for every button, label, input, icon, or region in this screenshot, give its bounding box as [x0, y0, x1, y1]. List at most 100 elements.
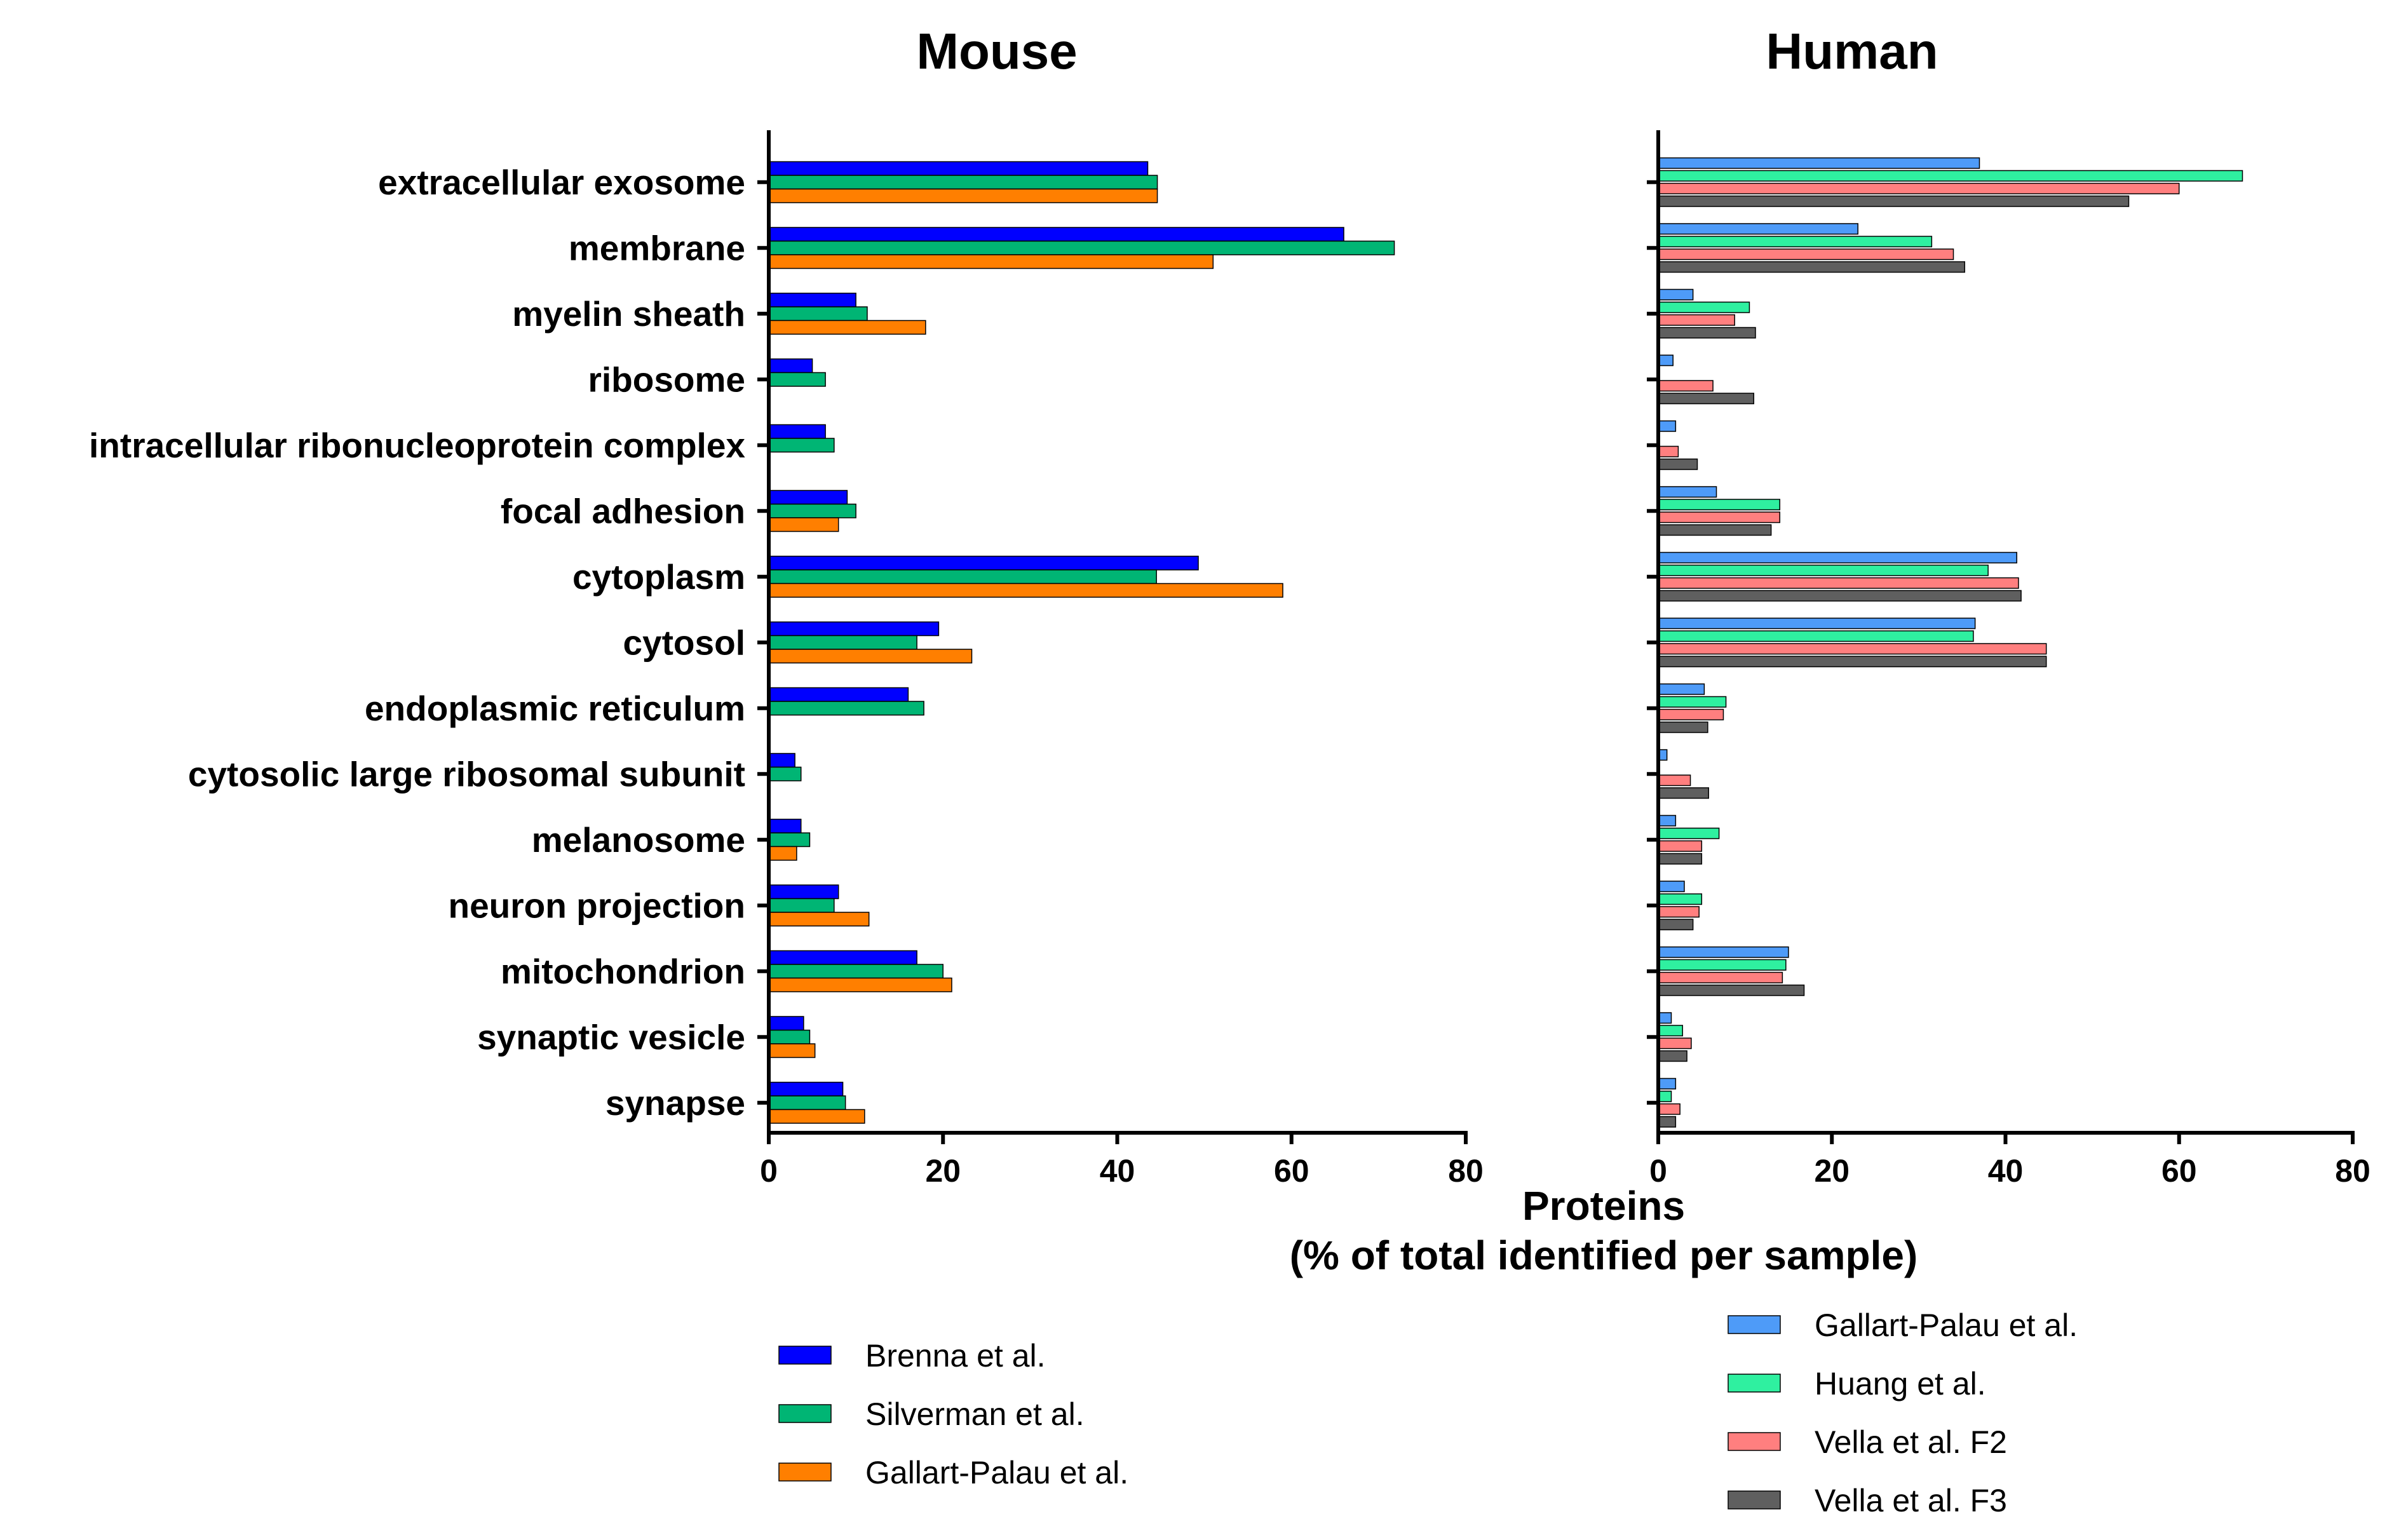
bar-human-vella-et-al-f2-focal-adhesion: [1658, 511, 1781, 523]
bar-mouse-silverman-et-al-focal-adhesion: [768, 503, 856, 518]
legend-label-mouse-brenna-et-al: Brenna et al.: [865, 1338, 1046, 1374]
bar-human-vella-et-al-f3-neuron-projection: [1658, 919, 1694, 931]
x-axis-label-line-1: Proteins: [1522, 1183, 1685, 1229]
bar-mouse-silverman-et-al-synaptic-vesicle: [768, 1029, 811, 1044]
bar-mouse-silverman-et-al-extracellular-exosome: [768, 175, 1158, 190]
bar-human-vella-et-al-f2-synapse: [1658, 1103, 1681, 1115]
bar-mouse-gallart-palau-et-al-mitochondrion: [768, 977, 952, 992]
bar-human-gallart-palau-et-al-endoplasmic-reticulum: [1658, 683, 1705, 695]
bar-mouse-brenna-et-al-synaptic-vesicle: [768, 1016, 804, 1031]
bar-mouse-silverman-et-al-membrane: [768, 240, 1395, 255]
bar-mouse-brenna-et-al-endoplasmic-reticulum: [768, 687, 909, 702]
bar-mouse-gallart-palau-et-al-synapse: [768, 1109, 865, 1124]
bar-mouse-silverman-et-al-synapse: [768, 1095, 846, 1111]
bar-human-huang-et-al-neuron-projection: [1658, 893, 1703, 905]
legend-swatch-mouse-gallart-palau-et-al: [778, 1462, 832, 1482]
bar-mouse-brenna-et-al-myelin-sheath: [768, 292, 856, 307]
bar-mouse-brenna-et-al-intracellular-ribonucleoprotein-complex: [768, 424, 826, 439]
bar-mouse-brenna-et-al-mitochondrion: [768, 950, 917, 965]
category-labels: extracellular exosome membrane myelin shea…: [89, 163, 745, 1123]
bar-mouse-silverman-et-al-intracellular-ribonucleoprotein-complex: [768, 438, 835, 453]
bar-mouse-silverman-et-al-neuron-projection: [768, 898, 835, 913]
category-label-myelin-sheath: myelin sheath: [512, 294, 745, 334]
bar-human-huang-et-al-extracellular-exosome: [1658, 170, 2243, 182]
bar-mouse-brenna-et-al-cytoplasm: [768, 555, 1199, 571]
bar-human-vella-et-al-f2-membrane: [1658, 248, 1954, 260]
panel-title-mouse: Mouse: [916, 23, 1077, 79]
bar-human-vella-et-al-f2-intracellular-ribonucleoprotein-complex: [1658, 445, 1679, 457]
bar-mouse-brenna-et-al-neuron-projection: [768, 884, 839, 900]
bar-human-huang-et-al-synapse: [1658, 1090, 1672, 1102]
bar-mouse-brenna-et-al-cytosolic-large-ribosomal-subunit: [768, 753, 795, 768]
bar-human-vella-et-al-f3-ribosome: [1658, 393, 1755, 405]
x-tick-label-human: 20: [1814, 1153, 1850, 1189]
bar-human-huang-et-al-mitochondrion: [1658, 959, 1787, 971]
bar-human-vella-et-al-f3-focal-adhesion: [1658, 524, 1772, 536]
bar-human-huang-et-al-cytosol: [1658, 630, 1974, 642]
bar-human-vella-et-al-f3-cytosolic-large-ribosomal-subunit: [1658, 787, 1709, 799]
bar-mouse-gallart-palau-et-al-cytoplasm: [768, 583, 1283, 598]
mouse-bars: [768, 161, 1395, 1124]
category-label-synapse: synapse: [605, 1083, 745, 1123]
category-label-focal-adhesion: focal adhesion: [501, 491, 745, 530]
bar-mouse-brenna-et-al-ribosome: [768, 358, 813, 374]
legend-swatch-human-vella-et-al-f2: [1728, 1432, 1781, 1451]
bar-mouse-silverman-et-al-melanosome: [768, 832, 811, 848]
bar-mouse-gallart-palau-et-al-synaptic-vesicle: [768, 1043, 816, 1058]
bar-mouse-gallart-palau-et-al-membrane: [768, 254, 1214, 269]
bar-human-vella-et-al-f3-intracellular-ribonucleoprotein-complex: [1658, 458, 1698, 470]
bar-human-huang-et-al-cytoplasm: [1658, 564, 1989, 576]
legend-human: Gallart-Palau et al. Huang et al. Vella et…: [1728, 1307, 2078, 1518]
bar-human-vella-et-al-f3-extracellular-exosome: [1658, 195, 2130, 207]
bar-mouse-brenna-et-al-membrane: [768, 227, 1344, 242]
bar-human-vella-et-al-f2-synaptic-vesicle: [1658, 1037, 1692, 1050]
bar-human-vella-et-al-f3-endoplasmic-reticulum: [1658, 721, 1708, 733]
bar-mouse-silverman-et-al-mitochondrion: [768, 964, 943, 979]
bar-human-gallart-palau-et-al-cytosol: [1658, 618, 1976, 630]
bar-human-gallart-palau-et-al-intracellular-ribonucleoprotein-complex: [1658, 420, 1677, 432]
human-bars: [1658, 157, 2243, 1128]
bar-human-huang-et-al-melanosome: [1658, 827, 1720, 839]
panel-title-human: Human: [1766, 23, 1938, 79]
category-label-membrane: membrane: [569, 228, 745, 267]
bar-human-gallart-palau-et-al-membrane: [1658, 223, 1858, 235]
category-label-cytosolic-large-ribosomal-subunit: cytosolic large ribosomal subunit: [188, 754, 745, 794]
bar-mouse-gallart-palau-et-al-neuron-projection: [768, 912, 870, 927]
bar-human-vella-et-al-f3-mitochondrion: [1658, 984, 1805, 996]
bar-mouse-silverman-et-al-endoplasmic-reticulum: [768, 701, 924, 716]
category-label-cytosol: cytosol: [623, 623, 745, 662]
bar-mouse-silverman-et-al-cytosolic-large-ribosomal-subunit: [768, 766, 802, 781]
bar-human-vella-et-al-f2-endoplasmic-reticulum: [1658, 708, 1724, 720]
category-label-synaptic-vesicle: synaptic vesicle: [477, 1017, 745, 1057]
category-label-cytoplasm: cytoplasm: [572, 557, 745, 597]
legend-label-mouse-gallart-palau-et-al: Gallart-Palau et al.: [865, 1455, 1128, 1490]
bar-mouse-brenna-et-al-focal-adhesion: [768, 490, 848, 505]
bar-human-huang-et-al-membrane: [1658, 236, 1933, 248]
bar-human-gallart-palau-et-al-myelin-sheath: [1658, 288, 1694, 301]
category-label-ribosome: ribosome: [588, 360, 745, 399]
bar-human-gallart-palau-et-al-cytoplasm: [1658, 551, 2018, 564]
bar-human-vella-et-al-f3-synaptic-vesicle: [1658, 1050, 1687, 1062]
legend-swatch-mouse-brenna-et-al: [778, 1346, 832, 1365]
bar-human-gallart-palau-et-al-synapse: [1658, 1077, 1677, 1090]
bar-mouse-silverman-et-al-myelin-sheath: [768, 306, 868, 321]
bar-mouse-gallart-palau-et-al-extracellular-exosome: [768, 188, 1158, 203]
x-tick-label-human: 0: [1649, 1153, 1667, 1189]
legend-swatch-human-gallart-palau-et-al: [1728, 1315, 1781, 1334]
axes: 0 20 40 60 80 0 20 40 60 80: [757, 130, 2370, 1189]
bar-human-vella-et-al-f2-cytosol: [1658, 643, 2047, 655]
bar-mouse-gallart-palau-et-al-myelin-sheath: [768, 320, 926, 335]
bar-human-huang-et-al-focal-adhesion: [1658, 499, 1781, 511]
x-tick-label-human: 40: [1988, 1153, 2024, 1189]
bar-human-gallart-palau-et-al-extracellular-exosome: [1658, 157, 1980, 169]
legend-swatch-mouse-silverman-et-al: [778, 1404, 832, 1423]
bar-mouse-gallart-palau-et-al-cytosol: [768, 649, 973, 664]
x-axis-label-line-2: (% of total identified per sample): [1290, 1233, 1918, 1278]
bar-human-vella-et-al-f2-melanosome: [1658, 840, 1703, 852]
x-tick-label-mouse: 40: [1100, 1153, 1135, 1189]
x-tick-label-human: 60: [2161, 1153, 2197, 1189]
legend-swatch-human-vella-et-al-f3: [1728, 1490, 1781, 1510]
legend-label-human-vella-et-al-f3: Vella et al. F3: [1815, 1483, 2007, 1518]
bar-mouse-silverman-et-al-cytoplasm: [768, 569, 1157, 584]
